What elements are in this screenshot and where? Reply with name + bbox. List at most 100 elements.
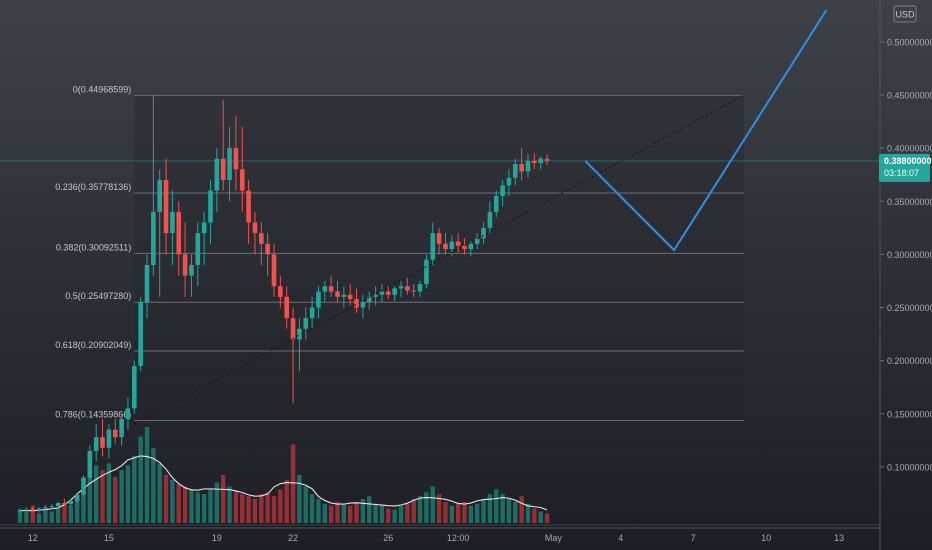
volume-bar [436,494,442,523]
volume-bar [500,494,505,523]
candle-body [112,429,118,438]
time-axis-label: May [545,533,563,543]
volume-bar [214,482,220,523]
volume-bar [271,496,277,523]
volume-bar [119,470,124,523]
candle-body [182,254,188,276]
volume-bar [481,499,486,523]
candle-body [220,158,226,180]
price-axis-label: 0.20000000 [887,356,932,366]
price-axis[interactable]: 0.50000000 0.45000000 0.40000000 0.35000000… [879,0,932,550]
volume-bar [341,503,347,523]
volume-bar [163,475,169,523]
currency-label: USD [895,10,915,20]
candle-body [170,211,175,234]
candle-body [201,222,207,234]
candle-body [468,243,474,250]
candle-body [411,290,416,292]
price-axis-label: 0.40000000 [887,144,932,154]
volume-bar [462,501,467,523]
drawings[interactable] [134,9,828,425]
candle-body [125,408,131,420]
volume-bar [113,476,118,523]
time-axis-label: 12 [28,533,38,543]
candle-body [481,227,486,239]
price-axis-label: 0.35000000 [887,197,932,207]
volume-bar [259,494,264,523]
candle-body [87,450,93,478]
candle-body [443,243,448,250]
candle-body [176,211,182,255]
candle-body [519,164,524,172]
volume-bar [532,508,537,523]
projection-path[interactable] [584,9,828,252]
price-axis-label: 0.50000000 [887,37,932,47]
price-badges: 0.38800000 03:18:07 [879,153,932,182]
candle-body [132,365,137,409]
candle-body [506,177,512,186]
candle-body [430,233,436,260]
candle-body [335,291,340,297]
price-axis-label: 0.30000000 [887,250,932,260]
candle-body [316,291,321,308]
time-axis-label: 15 [104,533,114,543]
volume-bar [94,465,99,523]
volume-bar [87,475,93,523]
candle-body [246,190,251,223]
candle-body [195,233,201,265]
candle-body [455,241,461,246]
candle-body [513,164,518,178]
volume-bar [494,489,499,523]
fib-level-label: 0(0.44968599) [73,84,132,94]
volume-bar [182,486,188,523]
candle-body [500,185,505,196]
volume-bar [354,501,359,523]
volume-bar [233,491,239,523]
volume-bar [138,436,143,523]
volume-bar [125,465,131,523]
candle-body [157,180,162,212]
price-axis-label: 0.25000000 [887,303,932,313]
volume-bar [379,505,385,523]
candle-body [24,509,29,511]
candle-body [487,211,493,228]
volume-bar [513,501,518,523]
volume-bar [55,507,61,523]
candle-body [151,211,156,265]
time-axis[interactable]: 12 15 19 22 26 12:00 May 4 7 10 13 [0,527,880,543]
volume-bar [195,492,200,523]
candle-body [398,286,404,289]
candle-body [252,222,258,234]
volume-ma-line [19,455,548,512]
volume-bar [265,492,270,523]
candle-body [189,265,194,276]
candle-body [30,509,35,511]
volume-bar [538,511,543,523]
candle-body [417,284,423,292]
volume-bar [487,494,493,523]
volume-bar [468,505,474,523]
candle-body [163,180,169,234]
dotted-trendline[interactable] [134,94,745,425]
candle-body [74,494,80,501]
volume-bar [449,505,454,523]
volume-bar [398,505,404,523]
candle-body [259,233,264,244]
candle-body [290,318,296,340]
volume-bar [544,513,550,523]
candle-body [366,296,372,303]
candle-body [62,503,67,505]
candle-body [386,291,391,295]
volume-bar [24,511,29,523]
fib-zone [134,95,744,421]
candle-body [297,328,302,340]
volume-bar [49,511,54,523]
candle-body [43,507,48,509]
currency-button[interactable] [893,5,917,23]
candle-body [309,307,315,319]
volume-bar [424,492,429,523]
time-axis-label: 7 [691,533,696,543]
candle-body [493,195,499,212]
volume-bar [392,509,397,523]
